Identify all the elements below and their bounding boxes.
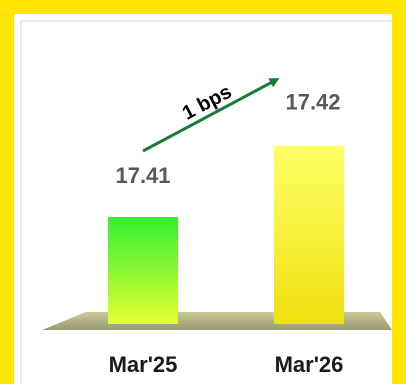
value-label-mar25: 17.41 <box>115 163 170 188</box>
category-label-mar25: Mar'25 <box>109 352 178 377</box>
value-label-mar26: 17.42 <box>285 90 340 115</box>
frame-border-top <box>0 0 406 14</box>
change-arrow <box>142 78 280 153</box>
frame-border-right <box>392 0 406 384</box>
category-label-mar26: Mar'26 <box>275 352 344 377</box>
frame-border-left <box>0 0 14 384</box>
bar-mar25 <box>108 217 178 324</box>
bar-mar26 <box>274 145 344 324</box>
